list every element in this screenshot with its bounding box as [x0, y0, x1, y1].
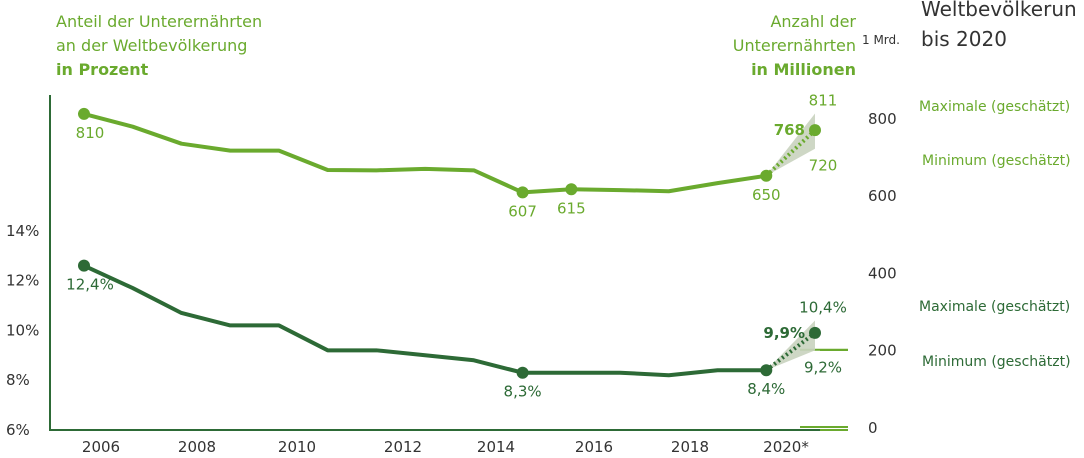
count-point [809, 124, 821, 137]
share-point [760, 364, 773, 377]
count-data-label: 768 [774, 121, 805, 139]
count-point [760, 169, 773, 182]
series-layer [78, 107, 821, 379]
share-range-band [766, 320, 815, 371]
count-y-tick-label: 200 [868, 342, 897, 360]
x-tick-label: 2006 [82, 438, 120, 456]
count-y-tick-label: 0 [868, 419, 878, 437]
x-tick-label: 2008 [178, 438, 216, 456]
count-line [83, 112, 767, 195]
x-tick-label: 2018 [671, 438, 709, 456]
grid-lines [50, 112, 848, 431]
corner-text: Weltbevölkerun bis 2020 [921, 0, 1077, 54]
share-data-label: 12,4% [66, 276, 114, 294]
corner-text-line-1: Weltbevölkerun [921, 0, 1077, 21]
count-data-label: 811 [809, 92, 838, 110]
share-data-label: 10,4% [799, 298, 847, 316]
share-data-label: 8,4% [747, 380, 785, 398]
count-y-tick-label: 600 [868, 187, 897, 205]
axes: 0 200 400 600 800 6% 8% 10% 12% 14% 2006 2008 2010 20… [6, 95, 897, 456]
share-point [809, 326, 821, 339]
count-point [565, 183, 578, 196]
corner-text-line-2: bis 2020 [921, 27, 1007, 51]
x-tick-label: 2010 [278, 438, 316, 456]
share-y-tick-label: 6% [6, 421, 30, 439]
share-legend-min: Minimum (geschätzt) [922, 354, 1071, 370]
right-title-line-1: Anzahl der [770, 12, 856, 31]
right-title-line-2: Unterernährten [732, 36, 856, 55]
share-point [516, 366, 529, 379]
count-range-band [766, 113, 815, 176]
left-title-line-1: Anteil der Unterernährten [56, 12, 263, 31]
share-point [78, 259, 90, 272]
left-title-line-2: an der Weltbevölkerung [56, 36, 248, 55]
share-data-label: 9,9% [763, 324, 805, 342]
left-axis-title: Anteil der Unterernährten an der Weltbev… [56, 10, 262, 82]
right-title-bold: in Millionen [751, 60, 856, 79]
right-axis-title: Anzahl der Unterernährten in Millionen [733, 10, 856, 82]
count-y-tick-label: 800 [868, 110, 897, 128]
share-legend-max: Maximale (geschätzt) [919, 299, 1071, 315]
share-data-label: 8,3% [504, 383, 542, 401]
x-tick-label: 2020* [763, 438, 809, 456]
count-data-label: 810 [76, 124, 105, 142]
x-tick-label: 2014 [477, 438, 515, 456]
share-y-tick-label: 8% [6, 371, 30, 389]
left-title-bold: in Prozent [56, 60, 149, 79]
mrd-label: 1 Mrd. [862, 33, 900, 47]
share-y-tick-label: 14% [6, 222, 39, 240]
count-data-label: 650 [752, 186, 781, 204]
count-data-label: 720 [809, 157, 838, 175]
share-data-label: 9,2% [804, 358, 842, 376]
count-point [516, 186, 529, 199]
share-projection [765, 331, 817, 372]
count-legend-max: Maximale (geschätzt) [919, 99, 1071, 115]
share-line [83, 263, 767, 378]
share-y-tick-label: 10% [6, 321, 39, 339]
x-tick-label: 2012 [384, 438, 422, 456]
x-tick-label: 2016 [575, 438, 613, 456]
count-data-label: 615 [557, 199, 586, 217]
count-point [78, 107, 90, 120]
count-y-tick-label: 400 [868, 264, 897, 282]
count-projection [764, 128, 817, 178]
share-y-tick-label: 12% [6, 272, 39, 290]
count-data-label: 607 [508, 202, 537, 220]
count-legend-min: Minimum (geschätzt) [922, 153, 1071, 169]
